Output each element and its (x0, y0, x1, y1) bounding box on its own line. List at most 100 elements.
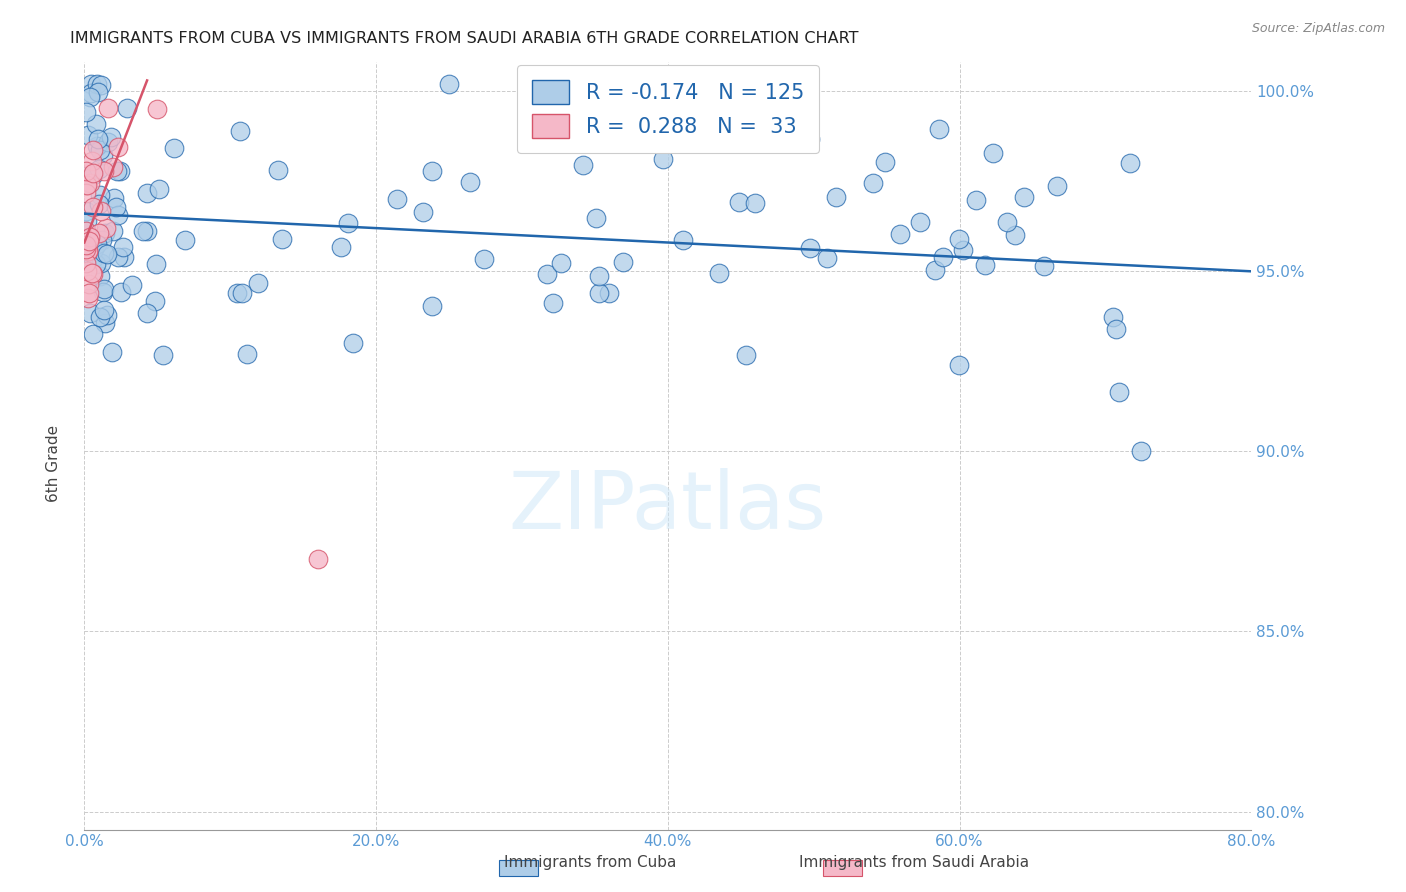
Point (1033, 260, 1056, 274)
Point (103, 191, 125, 205)
Point (90, 78, 112, 93)
Point (550, 256, 572, 270)
Legend: R = -0.174   N = 125, R =  0.288   N =  33: R = -0.174 N = 125, R = 0.288 N = 33 (517, 65, 818, 153)
Point (75, 224, 97, 238)
Point (89, 143, 111, 157)
Point (1012, 189, 1035, 203)
Point (873, 154, 896, 169)
Point (329, 240, 352, 254)
Point (924, 263, 946, 277)
Point (93, 164, 115, 178)
Point (965, 193, 987, 207)
Point (90, 203, 112, 218)
Point (79, 230, 101, 244)
Point (77, 291, 100, 305)
Point (89, 310, 111, 324)
Point (107, 140, 129, 154)
Point (103, 224, 125, 238)
Point (103, 161, 125, 175)
Point (79, 306, 101, 320)
Point (84, 257, 107, 271)
Point (588, 268, 610, 283)
Point (79, 77, 101, 91)
Point (458, 175, 481, 189)
Point (266, 162, 288, 177)
Point (76, 264, 98, 278)
Point (97, 135, 120, 149)
Point (75, 203, 97, 218)
Point (87, 226, 110, 240)
Point (152, 347, 174, 361)
Point (101, 345, 124, 359)
Point (75, 178, 97, 192)
Point (96, 308, 118, 322)
Point (1108, 384, 1130, 399)
Point (80, 86, 103, 100)
Point (862, 176, 884, 190)
Point (76, 186, 98, 201)
Point (1101, 310, 1123, 325)
Point (77, 277, 100, 291)
Point (981, 145, 1004, 160)
Point (948, 232, 970, 246)
Point (148, 182, 170, 196)
Point (143, 294, 166, 309)
Point (136, 224, 159, 238)
Point (799, 132, 821, 146)
Point (235, 347, 257, 361)
Point (271, 232, 294, 246)
Point (163, 141, 186, 155)
Point (76, 178, 98, 192)
Point (82, 169, 104, 183)
Point (135, 306, 157, 320)
Point (93, 303, 115, 318)
Point (307, 552, 329, 566)
Point (612, 255, 634, 269)
Point (100, 130, 122, 145)
Point (229, 124, 252, 138)
Point (80, 266, 103, 280)
Point (89, 188, 111, 202)
Point (387, 192, 409, 206)
Point (111, 240, 134, 254)
Point (136, 186, 159, 201)
Point (108, 164, 131, 178)
Point (974, 258, 997, 272)
Point (146, 102, 169, 116)
Point (110, 285, 132, 299)
Point (91, 285, 114, 300)
Point (96, 247, 118, 261)
Point (97, 101, 120, 115)
Point (93, 246, 115, 260)
Point (77, 234, 100, 248)
Point (1004, 227, 1026, 242)
Point (77, 244, 100, 258)
Point (112, 250, 135, 264)
Text: Immigrants from Saudi Arabia: Immigrants from Saudi Arabia (799, 855, 1029, 870)
Point (93, 316, 115, 330)
Point (474, 252, 496, 267)
Point (420, 163, 443, 178)
Point (89, 269, 111, 284)
Point (80, 153, 103, 168)
Point (541, 295, 564, 310)
Text: ZIPatlas: ZIPatlas (509, 468, 827, 547)
Point (76, 244, 98, 259)
Point (121, 278, 143, 293)
Point (588, 286, 610, 301)
Point (928, 121, 950, 136)
Text: IMMIGRANTS FROM CUBA VS IMMIGRANTS FROM SAUDI ARABIA 6TH GRADE CORRELATION CHART: IMMIGRANTS FROM CUBA VS IMMIGRANTS FROM … (70, 31, 859, 46)
Point (75, 237, 97, 252)
Point (83, 242, 105, 256)
Point (735, 348, 758, 362)
Point (82, 200, 104, 214)
Point (96, 220, 118, 235)
Point (93, 282, 115, 296)
Point (105, 164, 128, 178)
Point (75, 242, 97, 256)
Point (1104, 322, 1126, 336)
Point (75, 163, 97, 178)
Point (79, 90, 101, 104)
Point (94, 226, 117, 240)
Point (536, 267, 558, 281)
